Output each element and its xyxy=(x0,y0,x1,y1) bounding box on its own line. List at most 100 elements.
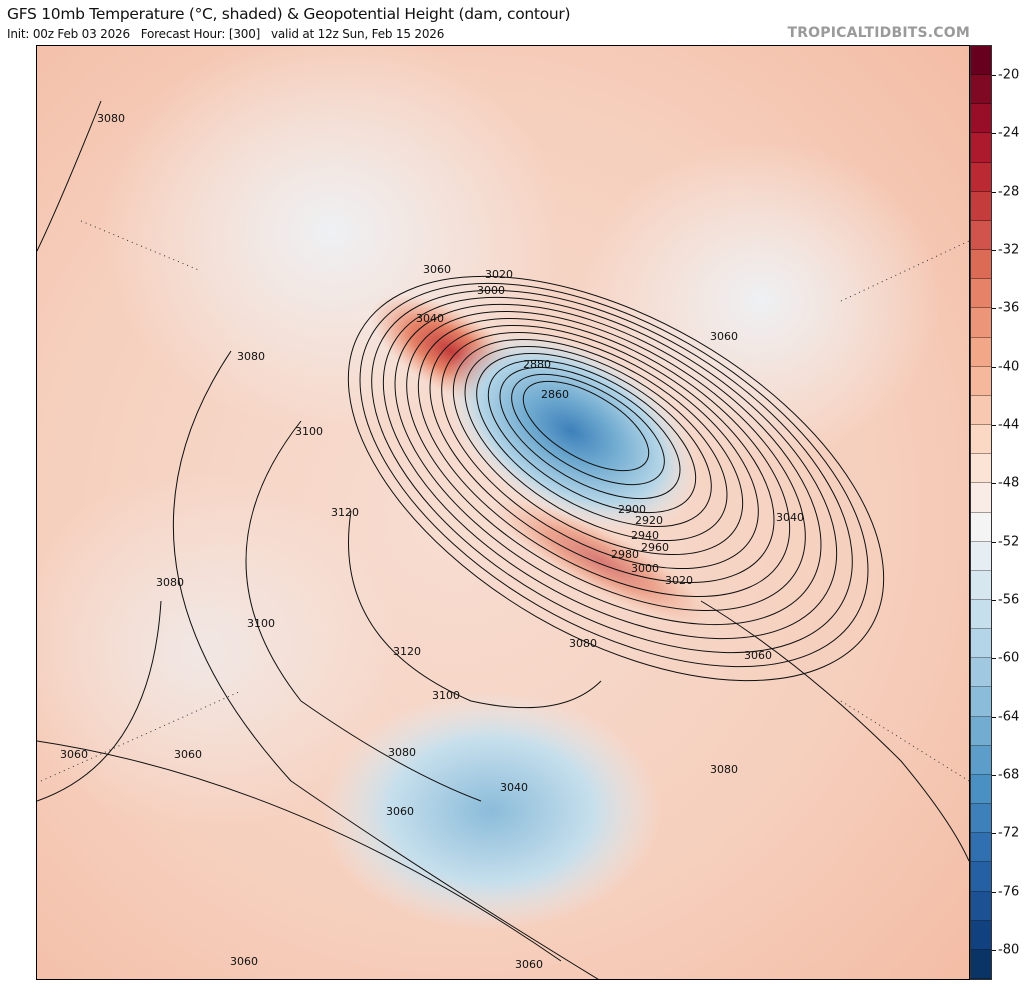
contour-label: 3040 xyxy=(500,781,528,794)
colorbar-tick-label: -20 xyxy=(998,67,1020,83)
temperature-height-map: 3080 3060 3020 3000 3040 3080 2880 2860 3100 3060… xyxy=(36,45,970,980)
contour-label: 3060 xyxy=(423,263,451,276)
colorbar-tick-label: -32 xyxy=(998,242,1020,258)
colorbar-segment xyxy=(971,395,991,426)
colorbar-segment xyxy=(971,599,991,630)
colorbar-tick-label: -64 xyxy=(998,709,1020,725)
contour-label: 3040 xyxy=(776,511,804,524)
colorbar-segment xyxy=(971,133,991,163)
colorbar-tick-mark xyxy=(992,75,996,77)
contour-line xyxy=(522,380,650,472)
contour-label: 3000 xyxy=(477,284,505,297)
colorbar-segment xyxy=(971,658,991,688)
contour-label: 3040 xyxy=(416,312,444,325)
contour-label: 3020 xyxy=(665,574,693,587)
colorbar-tick-label: -24 xyxy=(998,125,1020,141)
contour-label: 3120 xyxy=(331,506,359,519)
colorbar-segment xyxy=(971,220,991,251)
pale-region-pacific xyxy=(37,471,401,831)
contour-label: 3060 xyxy=(174,748,202,761)
colorbar-tick-mark xyxy=(992,833,996,835)
colorbar-tick-mark xyxy=(992,308,996,310)
height-contours xyxy=(347,275,885,682)
colorbar-segment xyxy=(971,804,991,834)
colorbar-segment xyxy=(971,75,991,105)
colorbar-tick-mark xyxy=(992,191,996,193)
colorbar-segment xyxy=(971,191,991,221)
contour-label: 3060 xyxy=(60,748,88,761)
contour-label: 3060 xyxy=(230,955,258,968)
contour-line xyxy=(464,345,728,542)
colorbar-segment xyxy=(971,162,991,192)
colorbar-tick-label: -56 xyxy=(998,592,1020,608)
colorbar-segment xyxy=(971,745,991,775)
colorbar-tick-label: -36 xyxy=(998,300,1020,316)
contour-label: 2880 xyxy=(523,358,551,371)
contour-label: 2860 xyxy=(541,388,569,401)
contour-line xyxy=(347,275,885,682)
colorbar-tick-label: -44 xyxy=(998,417,1020,433)
colorbar-segment xyxy=(971,862,991,892)
colorbar-tick-mark xyxy=(992,658,996,660)
map-subtitle: Init: 00z Feb 03 2026 Forecast Hour: [30… xyxy=(7,27,445,41)
colorbar-tick-mark xyxy=(992,949,996,951)
outer-contours xyxy=(37,100,969,979)
colorbar-segment xyxy=(971,512,991,542)
contour-line xyxy=(476,352,712,528)
colorbar-tick-label: -28 xyxy=(998,184,1020,200)
colorbar-tick-label: -52 xyxy=(998,534,1020,550)
colorbar-segment xyxy=(971,308,991,338)
contour-label: 3060 xyxy=(386,805,414,818)
contour-label: 3100 xyxy=(295,425,323,438)
contour-label: 3000 xyxy=(631,562,659,575)
temperature-colorbar xyxy=(970,45,992,980)
colorbar-segment xyxy=(971,629,991,659)
contour-label: 3080 xyxy=(156,576,184,589)
colorbar-segment xyxy=(971,891,991,921)
colorbar-tick-mark xyxy=(992,774,996,776)
colorbar-tick-label: -60 xyxy=(998,650,1020,666)
contour-line xyxy=(417,317,791,598)
colorbar-tick-mark xyxy=(992,891,996,893)
colorbar-tick-label: -76 xyxy=(998,884,1020,900)
cold-region-north-america xyxy=(321,691,661,931)
contour-label: 3120 xyxy=(393,645,421,658)
contour-line xyxy=(429,324,775,584)
contour-line xyxy=(499,366,681,500)
colorbar-segment xyxy=(971,46,991,76)
map-title: GFS 10mb Temperature (°C, shaded) & Geop… xyxy=(7,5,571,23)
contour-label: 3100 xyxy=(432,689,460,702)
contour-label: 2940 xyxy=(631,529,659,542)
colorbar-tick-mark xyxy=(992,366,996,368)
colorbar-segment xyxy=(971,716,991,746)
colorbar-tick-label: -68 xyxy=(998,767,1020,783)
graticule xyxy=(40,220,969,782)
contour-line xyxy=(382,296,838,640)
colorbar-tick-mark xyxy=(992,716,996,718)
contour-line xyxy=(359,282,869,668)
colorbar-tick-mark xyxy=(992,133,996,135)
pale-region-canada-north xyxy=(581,141,941,461)
colorbar-tick-label: -48 xyxy=(998,475,1020,491)
contour-line xyxy=(452,338,744,556)
contour-line xyxy=(511,373,665,486)
colorbar-segment xyxy=(971,425,991,455)
colorbar-tick-mark xyxy=(992,425,996,427)
colorbar-segment xyxy=(971,454,991,484)
colorbar-segment xyxy=(971,279,991,309)
contour-line xyxy=(441,331,759,570)
contour-label: 3080 xyxy=(97,112,125,125)
colorbar-segment xyxy=(971,833,991,863)
contour-label: 3080 xyxy=(388,746,416,759)
contour-line xyxy=(406,310,806,612)
colorbar-segment xyxy=(971,366,991,396)
map-canvas: 3080 3060 3020 3000 3040 3080 2880 2860 3100 3060… xyxy=(37,46,969,979)
colorbar-segment xyxy=(971,104,991,134)
colorbar-segment xyxy=(971,483,991,513)
contour-label: 3060 xyxy=(710,330,738,343)
contour-line xyxy=(487,359,697,514)
contour-line xyxy=(394,303,822,626)
colorbar-segment xyxy=(971,541,991,571)
colorbar-tick-label: -40 xyxy=(998,359,1020,375)
brand-logo-text: TROPICALTIDBITS.COM xyxy=(787,25,970,41)
